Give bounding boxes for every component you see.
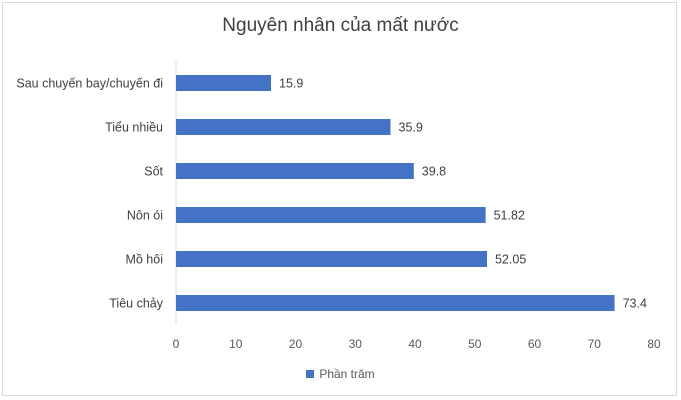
data-label: 15.9 <box>279 77 303 91</box>
x-tick-label: 70 <box>588 337 602 351</box>
x-tick-label: 20 <box>289 337 303 351</box>
legend: Phần trăm <box>0 367 681 381</box>
x-tick-label: 10 <box>229 337 243 351</box>
x-tick-label: 80 <box>647 337 661 351</box>
data-label: 73.4 <box>623 297 647 311</box>
category-label: Tiểu nhiều <box>105 121 163 135</box>
bar <box>176 207 486 223</box>
bar <box>176 295 615 311</box>
x-tick-label: 50 <box>468 337 482 351</box>
chart-frame <box>2 2 677 396</box>
data-label: 51.82 <box>494 209 525 223</box>
x-tick-label: 40 <box>408 337 422 351</box>
x-tick-label: 0 <box>173 337 180 351</box>
bar <box>176 251 487 267</box>
legend-label: Phần trăm <box>319 367 375 381</box>
bar <box>176 119 391 135</box>
category-label: Mồ hôi <box>125 253 163 267</box>
category-label: Tiêu chảy <box>109 297 163 311</box>
data-label: 35.9 <box>399 121 423 135</box>
chart-title: Nguyên nhân của mất nước <box>222 15 459 36</box>
legend-swatch <box>306 370 315 378</box>
x-tick-label: 60 <box>528 337 542 351</box>
category-label: Nôn ói <box>127 209 163 223</box>
data-label: 39.8 <box>422 165 446 179</box>
category-label: Sốt <box>144 165 163 179</box>
category-label: Sau chuyến bay/chuyến đi <box>16 77 163 91</box>
x-tick-label: 30 <box>349 337 363 351</box>
bar <box>176 163 414 179</box>
data-label: 52.05 <box>495 253 526 267</box>
bar <box>176 75 272 91</box>
